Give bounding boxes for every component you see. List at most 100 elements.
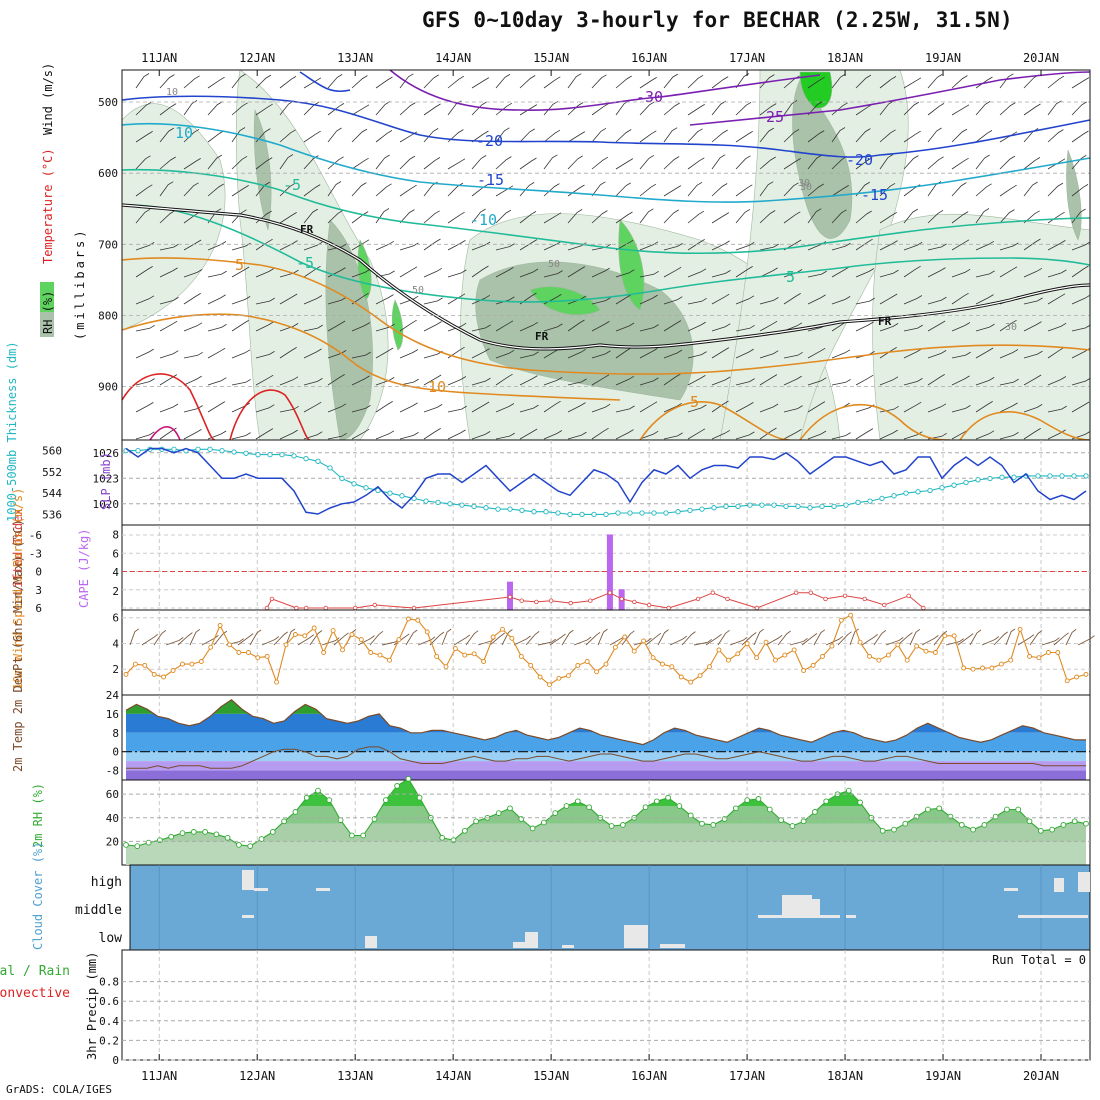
barb	[711, 429, 731, 440]
barb	[1053, 632, 1069, 646]
barb	[855, 374, 874, 386]
wind-speed-point	[631, 648, 637, 654]
rh-point	[925, 806, 931, 813]
thickness-point	[615, 510, 621, 516]
barb	[159, 243, 179, 251]
barb	[927, 267, 946, 278]
barb	[633, 637, 652, 646]
barb	[711, 76, 729, 89]
barb	[873, 630, 887, 646]
rh-point	[1071, 818, 1078, 825]
wind-speed-point	[161, 674, 167, 680]
cloud-patch	[513, 942, 525, 948]
barb	[375, 154, 390, 170]
wind-speed-point	[848, 612, 854, 618]
barb	[375, 294, 394, 305]
wind-speed-point	[180, 661, 185, 667]
barb	[567, 73, 582, 89]
barb	[783, 128, 800, 143]
barb	[183, 375, 202, 386]
wind-axis-label: 10m Wind Speed & Barbs (m/s)	[11, 488, 25, 690]
cloud-patch	[1018, 915, 1088, 918]
precip-tick-label: 0.2	[99, 1034, 119, 1047]
pressure-axis-label: (millibars)	[73, 228, 87, 340]
thickness-tick-label: 552	[42, 466, 62, 479]
barb	[447, 75, 465, 89]
barb	[759, 156, 776, 170]
temp-contour-4	[121, 122, 1091, 203]
barb	[159, 320, 178, 332]
barb	[297, 634, 315, 646]
barb	[1047, 158, 1066, 170]
barb	[903, 431, 923, 440]
temp-tick-label: 0	[112, 746, 119, 759]
precip-tick-label: 0.6	[99, 995, 119, 1008]
barb	[999, 73, 1014, 89]
barb	[639, 270, 659, 278]
barb	[855, 297, 875, 305]
barb	[207, 294, 226, 305]
barb	[489, 632, 505, 646]
lifted-index-point	[411, 605, 417, 611]
barb	[513, 635, 531, 646]
thickness-point	[891, 493, 897, 499]
barb	[879, 293, 898, 305]
barb	[975, 76, 993, 89]
barb	[969, 629, 982, 646]
barb	[927, 320, 946, 332]
rh-point	[405, 775, 412, 782]
wind-speed-point	[904, 657, 910, 663]
barb	[567, 131, 586, 143]
rh-point	[190, 829, 197, 835]
slp-tick-label: 1020	[93, 498, 120, 511]
barb	[207, 270, 227, 278]
thickness-point	[915, 489, 921, 495]
rh-point	[394, 783, 400, 789]
barb	[255, 74, 272, 89]
precip-tick-label: 0.4	[99, 1015, 119, 1028]
barb	[951, 104, 970, 116]
barb	[975, 270, 995, 278]
top-date-label: 16JAN	[631, 51, 667, 65]
barb	[735, 208, 751, 224]
barb	[471, 348, 490, 359]
barb	[615, 322, 635, 332]
barb	[783, 211, 801, 224]
barb	[813, 629, 826, 646]
barb	[327, 320, 346, 332]
barb	[519, 239, 538, 251]
barb	[855, 181, 871, 197]
barb	[303, 77, 322, 89]
thickness-point	[771, 502, 777, 508]
wind-speed-point	[217, 623, 223, 628]
rh-point	[665, 794, 671, 801]
rh-point	[473, 818, 479, 825]
barb	[1023, 297, 1043, 305]
barb	[711, 323, 731, 332]
wind-speed-point	[274, 679, 280, 685]
barb	[879, 129, 896, 143]
thickness-point	[843, 502, 849, 508]
wind-speed-point	[678, 674, 684, 680]
barb	[1071, 184, 1089, 197]
barb	[807, 270, 827, 278]
barb	[231, 432, 251, 440]
barb	[615, 182, 631, 197]
wind-speed-point	[321, 650, 327, 655]
barb	[759, 243, 779, 251]
barb	[927, 350, 947, 359]
thickness-point	[1059, 473, 1065, 479]
barb	[303, 208, 319, 224]
barb	[831, 378, 851, 386]
cloud-patch	[1004, 888, 1018, 891]
thickness-point	[975, 477, 981, 483]
barb	[789, 638, 808, 646]
barb	[945, 638, 964, 646]
barb	[639, 241, 659, 251]
wind-speed-point	[528, 662, 534, 668]
barb	[159, 127, 175, 143]
barb	[927, 127, 942, 143]
barb	[999, 319, 1017, 332]
lifted-index-point	[519, 598, 524, 603]
